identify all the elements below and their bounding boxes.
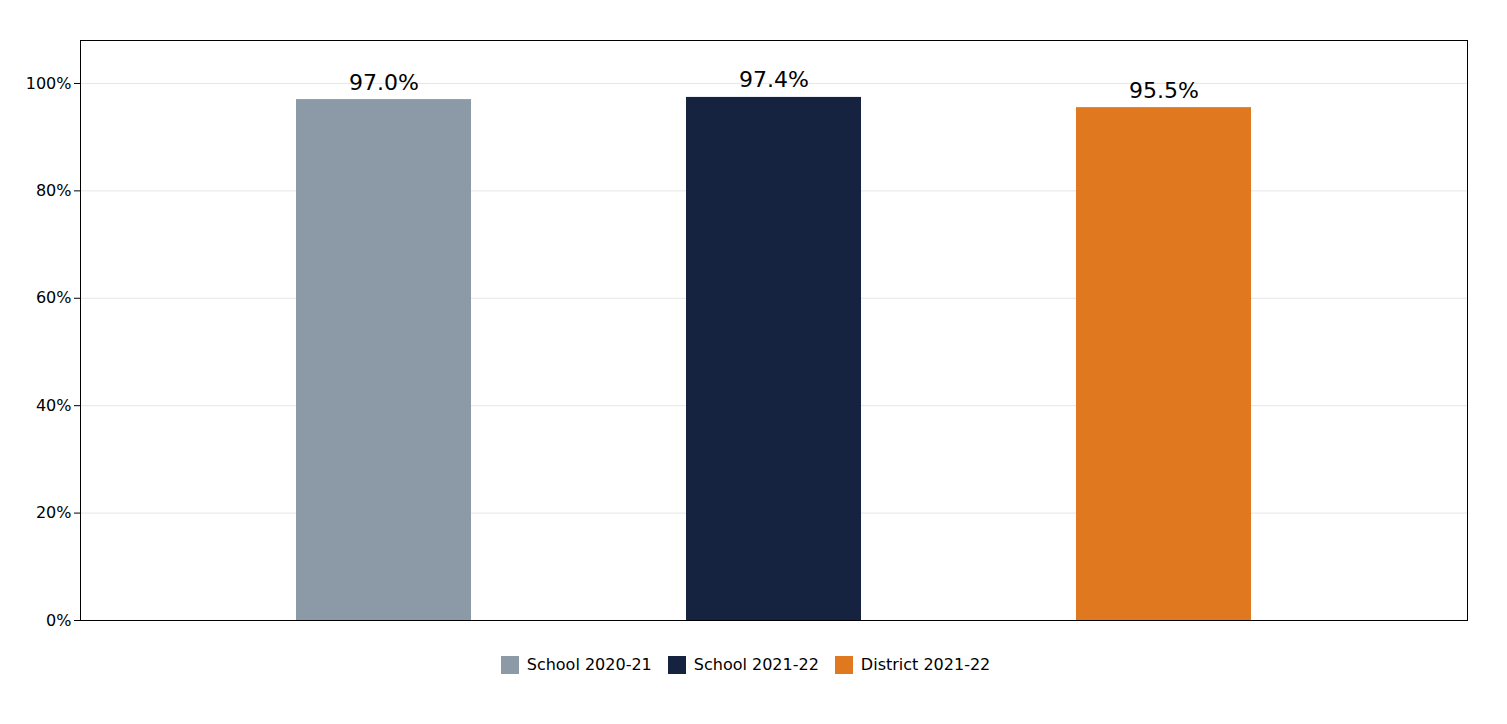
html-text:School 2021-22: School 2021-22 [693,655,819,674]
svg-text:0%: 0% [46,611,71,630]
svg-text:95.5%: 95.5% [1129,78,1199,103]
html-text:District 2021-22: District 2021-22 [860,655,991,674]
svg-text:97.0%: 97.0% [349,70,419,95]
svg-text:20%: 20% [36,503,72,522]
svg-text:80%: 80% [36,181,72,200]
svg-text:40%: 40% [36,396,72,415]
html-text:School 2020-21: School 2020-21 [526,655,652,674]
svg-text:100%: 100% [26,74,72,93]
svg-text:60%: 60% [36,288,72,307]
svg-text:97.4%: 97.4% [739,67,809,92]
